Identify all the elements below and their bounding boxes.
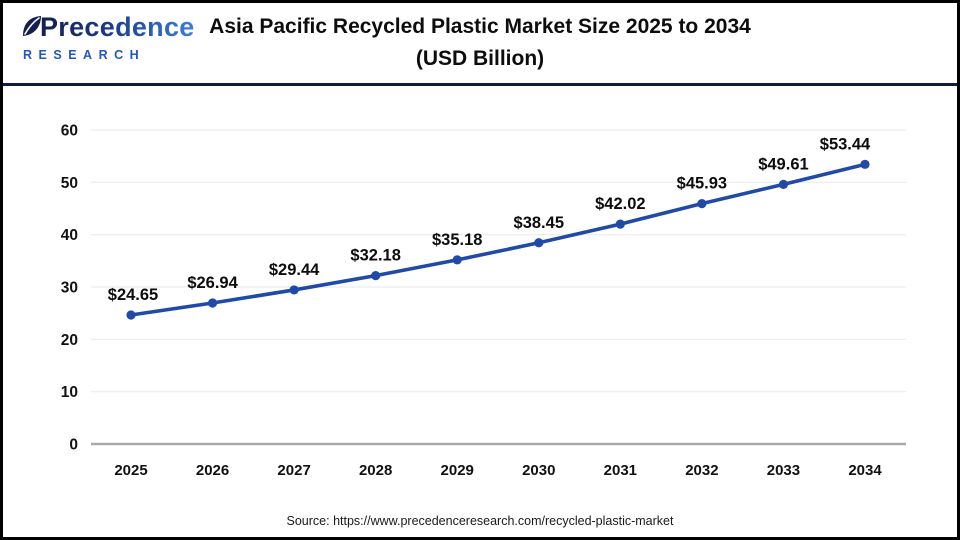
precedence-logo: Precedence RESEARCH [19,13,194,62]
x-tick-label: 2033 [767,462,800,479]
data-point-label: $24.65 [108,286,158,304]
data-point-marker [615,219,625,229]
data-point-label: $26.94 [187,274,238,292]
chart-title: Asia Pacific Recycled Plastic Market Siz… [3,11,957,74]
y-tick-label: 0 [69,437,78,454]
data-point-marker [534,238,544,248]
data-point-marker [778,179,789,189]
x-tick-label: 2029 [441,462,474,479]
x-tick-label: 2034 [848,462,882,479]
y-tick-label: 40 [61,227,78,244]
x-tick-label: 2026 [196,462,229,479]
x-tick-label: 2027 [277,462,310,479]
data-point-label: $53.44 [820,135,871,153]
logo-sub-wordmark: RESEARCH [23,48,146,62]
data-point-marker [697,199,707,209]
chart-title-line1: Asia Pacific Recycled Plastic Market Siz… [209,15,751,38]
data-point-label: $49.61 [758,155,808,173]
chart-title-line2: (USD Billion) [415,46,545,70]
x-tick-label: 2028 [359,462,392,479]
x-tick-label: 2031 [604,462,637,479]
source-line: Source: https://www.precedenceresearch.c… [286,514,674,528]
chart-area: 0 10 20 30 40 50 60 2025 2026 2027 2028 2029 2030 203… [3,89,957,499]
data-point-label: $35.18 [432,231,482,249]
y-tick-label: 20 [61,332,78,349]
x-tick-label: 2025 [114,462,147,479]
y-tick-label: 30 [61,280,78,297]
data-point-marker [126,310,136,320]
y-tick-label: 10 [61,384,78,401]
header: Precedence RESEARCH Asia Pacific Recycle… [3,3,957,86]
data-point-marker [207,298,218,308]
data-point-marker [371,270,381,281]
y-tick-label: 50 [61,175,78,192]
x-tick-label: 2030 [522,462,555,479]
series-line [129,162,867,317]
data-point-label: $29.44 [269,261,320,279]
leaf-logo-icon [19,13,43,44]
data-point-marker [452,255,462,265]
data-point-marker [860,159,870,169]
x-tick-label: 2032 [685,462,718,479]
data-point-marker [289,285,299,295]
data-point-label: $42.02 [595,195,645,213]
data-point-label: $32.18 [350,247,400,265]
logo-wordmark: Precedence [40,12,195,42]
y-tick-label: 60 [61,123,78,140]
data-point-label: $38.45 [514,214,564,232]
data-point-label: $45.93 [677,175,727,193]
